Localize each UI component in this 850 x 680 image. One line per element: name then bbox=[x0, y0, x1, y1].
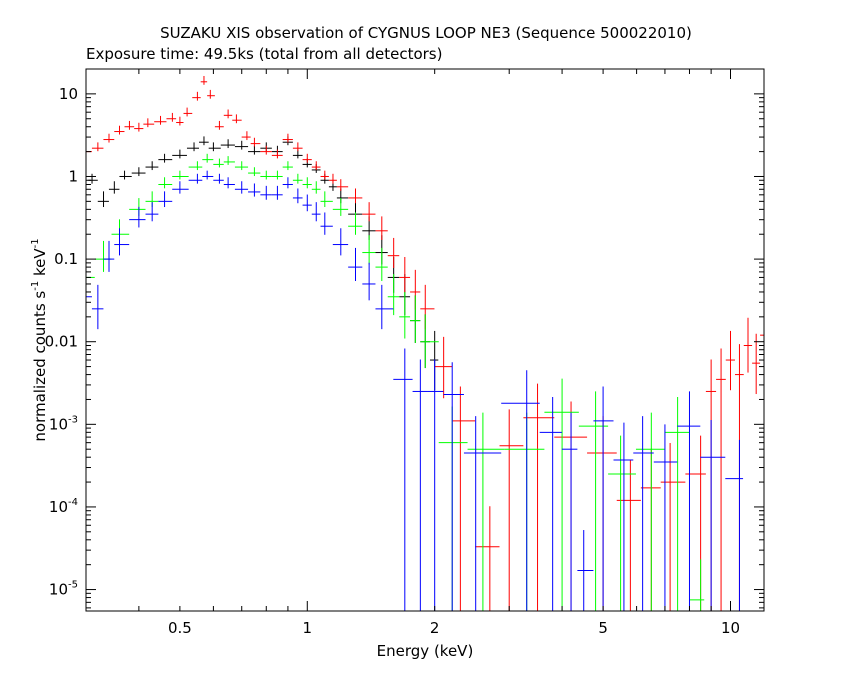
y-axis-label-exp2: -1 bbox=[30, 238, 41, 248]
y-axis-label-exp1: -1 bbox=[30, 281, 41, 291]
y-tick-label: 1 bbox=[68, 167, 78, 185]
x-axis-label: Energy (keV) bbox=[377, 642, 474, 660]
y-tick-label: 10-5 bbox=[49, 580, 78, 599]
y-axis-label-pre: normalized counts s bbox=[31, 291, 49, 442]
y-axis-label: normalized counts s-1 keV-1 bbox=[30, 238, 49, 441]
y-tick-label: 0.1 bbox=[54, 250, 78, 268]
x-tick-label: 1 bbox=[303, 619, 313, 637]
x-tick-label: 2 bbox=[430, 619, 440, 637]
chart-title: SUZAKU XIS observation of CYGNUS LOOP NE… bbox=[160, 24, 692, 42]
y-tick-label: 10-4 bbox=[49, 497, 78, 516]
data-layer bbox=[85, 75, 765, 611]
y-tick-label: 10 bbox=[59, 85, 78, 103]
chart-subtitle: Exposure time: 49.5ks (total from all de… bbox=[86, 45, 442, 63]
x-tick-label: 0.5 bbox=[168, 619, 192, 637]
y-tick-label: 10-3 bbox=[49, 414, 78, 433]
series-3 bbox=[85, 170, 744, 611]
plot-frame bbox=[85, 68, 765, 612]
y-axis-label-mid: keV bbox=[31, 248, 49, 281]
axes-layer: 0.5 1 2 5 10 10 1 0.1 0.01 10-3 10-4 10-5 bbox=[45, 68, 765, 637]
series-2 bbox=[85, 153, 705, 611]
y-tick-label: 0.01 bbox=[45, 333, 78, 351]
x-tick-label: 5 bbox=[598, 619, 608, 637]
series-0 bbox=[88, 136, 439, 391]
x-tick-label: 10 bbox=[721, 619, 740, 637]
